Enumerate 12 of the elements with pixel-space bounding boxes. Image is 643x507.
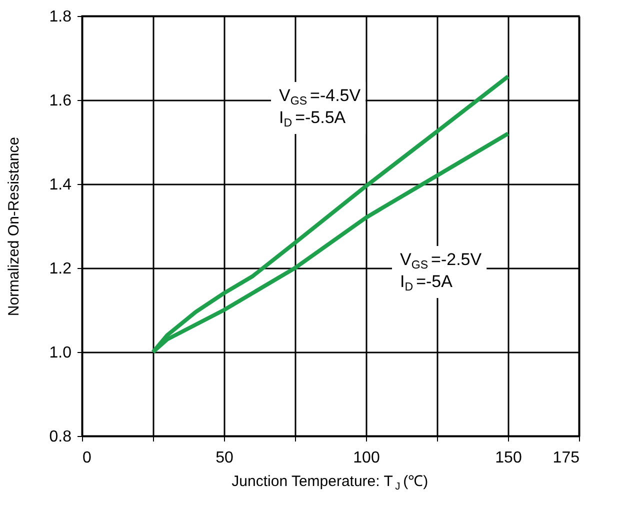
x-tick-label: 100 xyxy=(353,450,380,466)
y-tick-label: 1.2 xyxy=(49,260,72,278)
x-tick-label: 0 xyxy=(82,450,92,466)
y-tick-label: 0.8 xyxy=(49,428,72,446)
x-tick-label: 50 xyxy=(216,450,234,466)
y-tick-label: 1.0 xyxy=(49,344,72,362)
x-tick-label: 150 xyxy=(495,450,522,466)
x-tick-label: 175 xyxy=(552,450,580,466)
y-tick-label: 1.4 xyxy=(49,176,72,194)
y-tick-label: 1.8 xyxy=(49,8,72,26)
y-tick-label: 1.6 xyxy=(49,92,72,110)
y-axis-title: Normalized On-Resistance xyxy=(5,136,22,316)
